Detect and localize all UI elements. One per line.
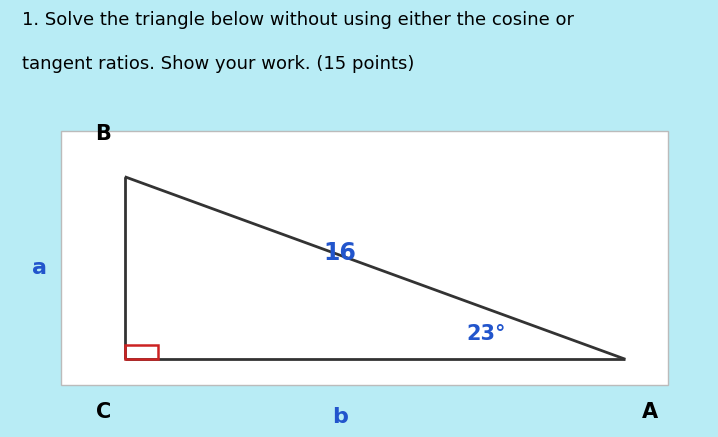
Text: a: a (32, 258, 47, 278)
Text: A: A (641, 402, 658, 422)
Text: 1. Solve the triangle below without using either the cosine or: 1. Solve the triangle below without usin… (22, 11, 574, 29)
Text: B: B (95, 124, 111, 144)
Text: tangent ratios. Show your work. (15 points): tangent ratios. Show your work. (15 poin… (22, 55, 414, 73)
Text: 23°: 23° (466, 324, 505, 344)
Text: 16: 16 (324, 241, 357, 265)
Text: C: C (96, 402, 111, 422)
Bar (125, 345, 158, 359)
Text: b: b (332, 407, 348, 427)
